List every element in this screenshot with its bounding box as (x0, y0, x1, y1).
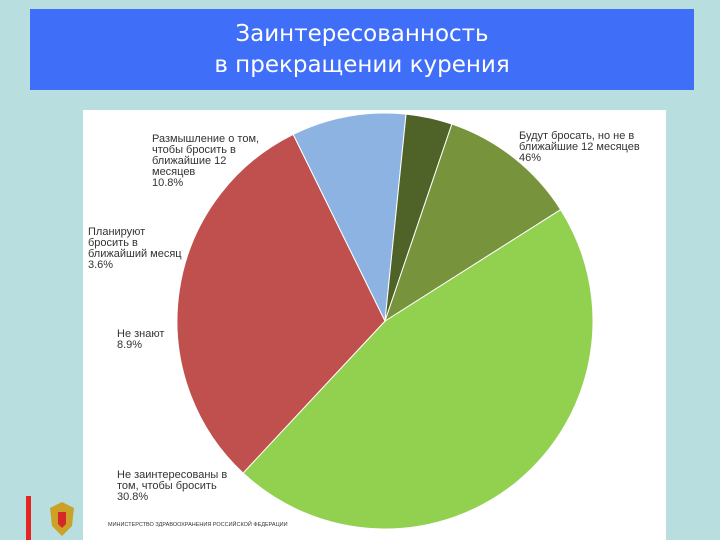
pie-chart (176, 112, 594, 530)
slice-label-not-interested: Не заинтересованы в том, чтобы бросить 3… (117, 469, 228, 503)
slice-label-considering-quit: Размышление о том, чтобы бросить в ближа… (152, 133, 260, 189)
chart-panel: Будут бросать, но не в ближайшие 12 меся… (83, 110, 666, 540)
ministry-footer-text: МИНИСТЕРСТВО ЗДРАВООХРАНЕНИЯ РОССИЙСКОЙ … (108, 522, 288, 528)
slide-title-line-2: в прекращении курения (214, 51, 510, 78)
slice-not-interested (176, 133, 386, 474)
slice-dont-know (292, 112, 407, 323)
slice-label-will-quit-later: Будут бросать, но не в ближайшие 12 меся… (519, 130, 640, 164)
slice-label-dont-know: Не знают 8.9% (117, 328, 165, 351)
slide-title-line-1: Заинтересованность (235, 20, 489, 47)
slice-will-quit-later (242, 208, 594, 530)
slice-considering-quit (384, 123, 562, 323)
slide-title-banner: Заинтересованность в прекращении курения (30, 9, 694, 90)
slice-label-plan-quit-month: Планируют бросить в ближайший месяц 3.6% (88, 226, 182, 271)
ministry-emblem-logo (26, 496, 74, 540)
